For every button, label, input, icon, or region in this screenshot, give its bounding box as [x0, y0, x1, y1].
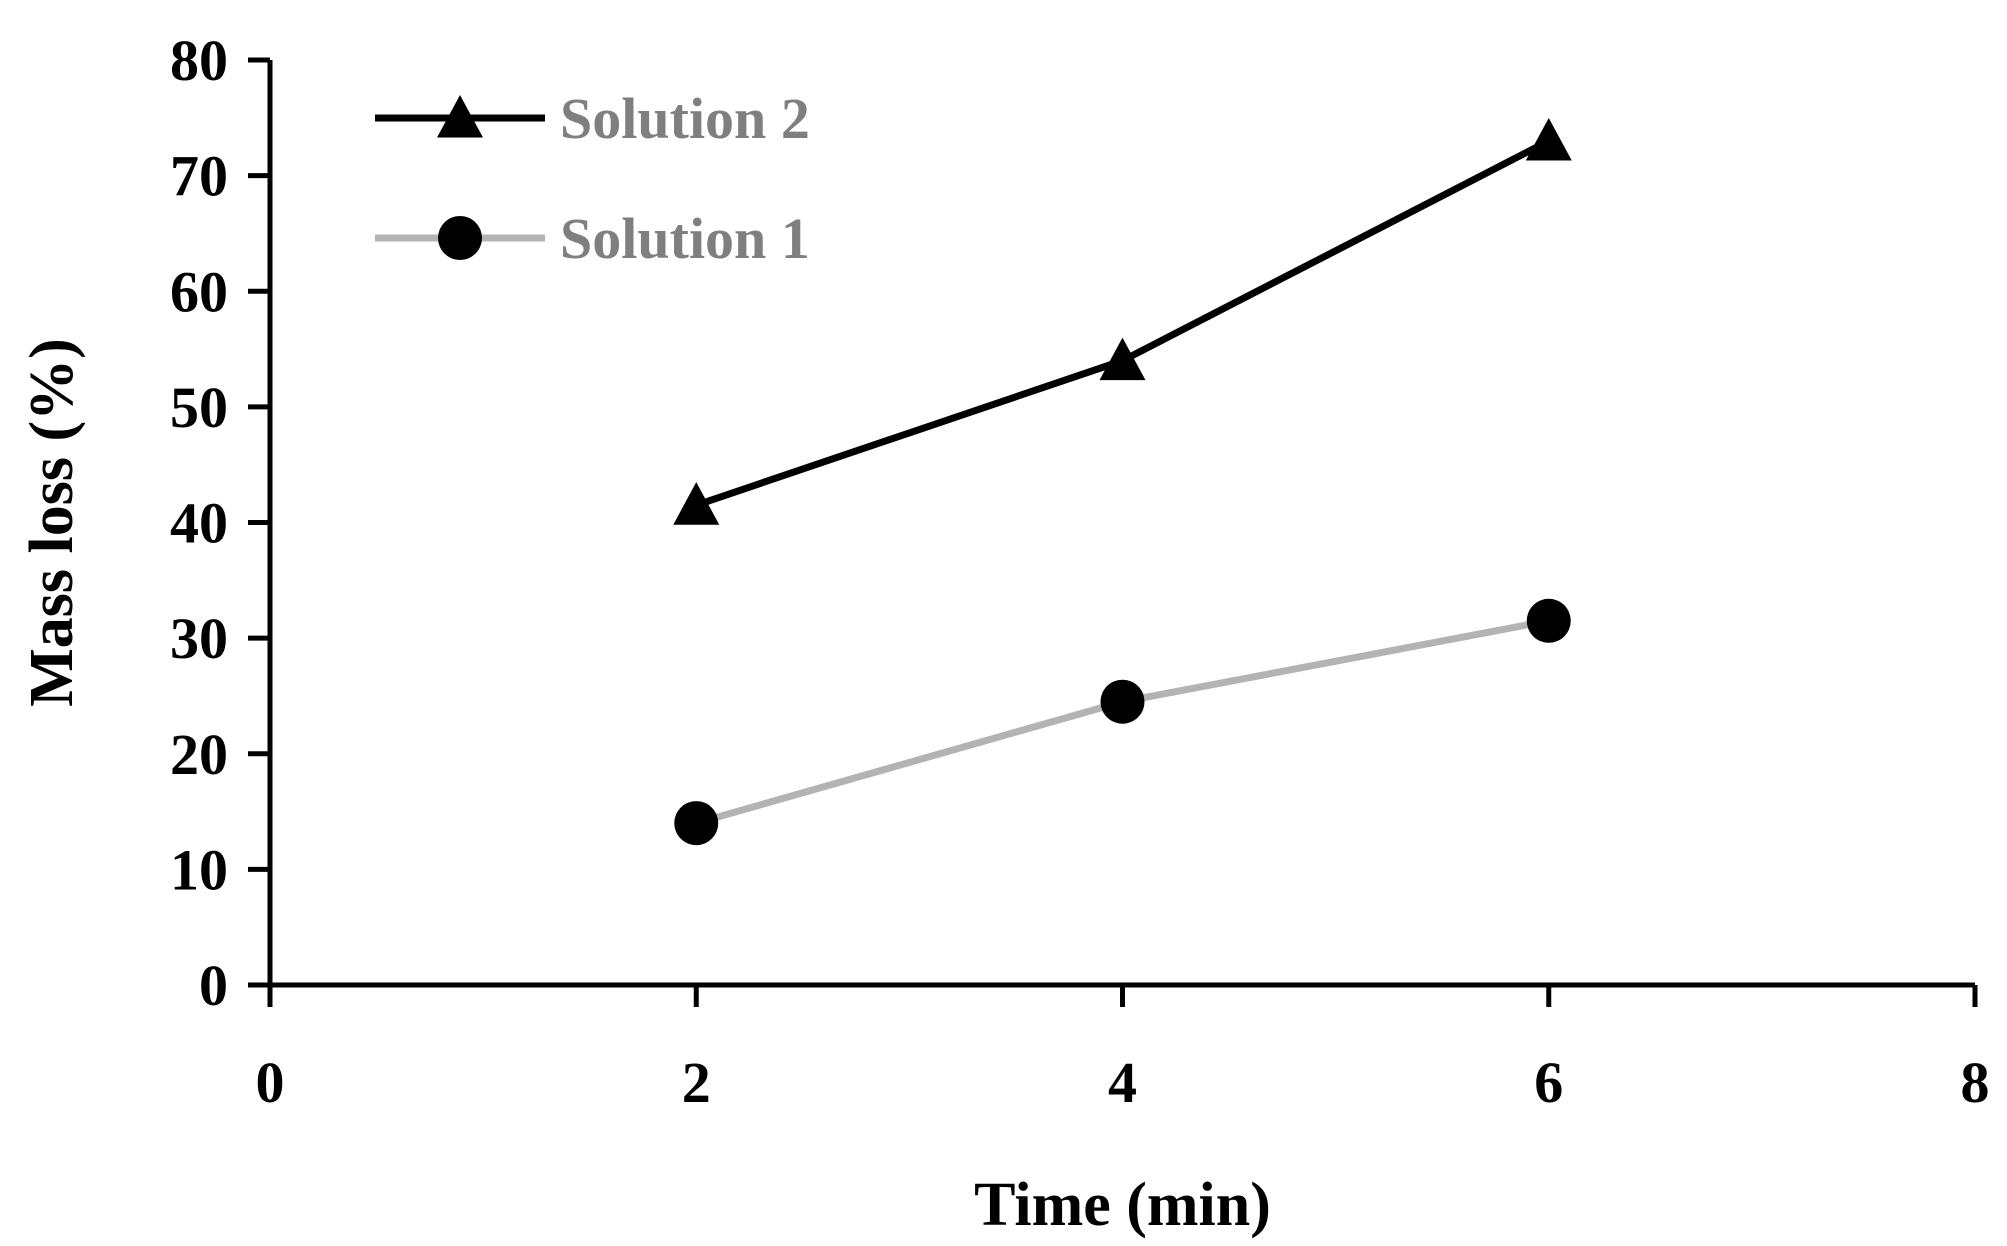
series-layer [673, 117, 1572, 846]
legend-item-solution-2: Solution 2 [375, 86, 810, 151]
solution-2-point [1099, 337, 1146, 381]
x-tick-label: 4 [1108, 1050, 1137, 1115]
y-tick-label: 80 [170, 28, 228, 93]
series-2 [674, 598, 1571, 846]
y-tick-label: 50 [170, 375, 228, 440]
axes [267, 60, 1975, 988]
y-tick-label: 60 [170, 259, 228, 324]
x-tick-label: 2 [682, 1050, 711, 1115]
series-1 [673, 117, 1572, 525]
x-tick-label: 6 [1534, 1050, 1563, 1115]
solution-1-point [1526, 598, 1571, 643]
y-tick-label: 0 [199, 953, 228, 1018]
solution-1-point [1100, 679, 1145, 724]
legend-label: Solution 2 [560, 86, 810, 151]
y-tick-label: 30 [170, 606, 228, 671]
legend-item-solution-1: Solution 1 [375, 206, 810, 271]
x-tick-label: 8 [1961, 1050, 1990, 1115]
x-axis-title: Time (min) [974, 1171, 1271, 1239]
x-ticks: 0 2 4 6 8 [256, 985, 1990, 1115]
legend: Solution 2 Solution 1 [375, 86, 810, 271]
legend-swatch-marker [438, 216, 482, 260]
solution-2-line [695, 137, 1551, 509]
y-tick-label: 20 [170, 722, 228, 787]
solution-2-point [1525, 117, 1572, 161]
solution-1-point [674, 801, 719, 846]
y-tick-label: 70 [170, 144, 228, 209]
y-axis-title: Mass loss (%) [18, 338, 86, 707]
legend-label: Solution 1 [560, 206, 810, 271]
legend-swatch-marker [437, 95, 483, 138]
solution-2-point [673, 482, 720, 525]
y-ticks: 0 10 20 30 40 50 60 70 80 [170, 28, 270, 1018]
x-tick-label: 0 [256, 1050, 285, 1115]
y-tick-label: 40 [170, 491, 228, 556]
y-tick-label: 10 [170, 837, 228, 902]
